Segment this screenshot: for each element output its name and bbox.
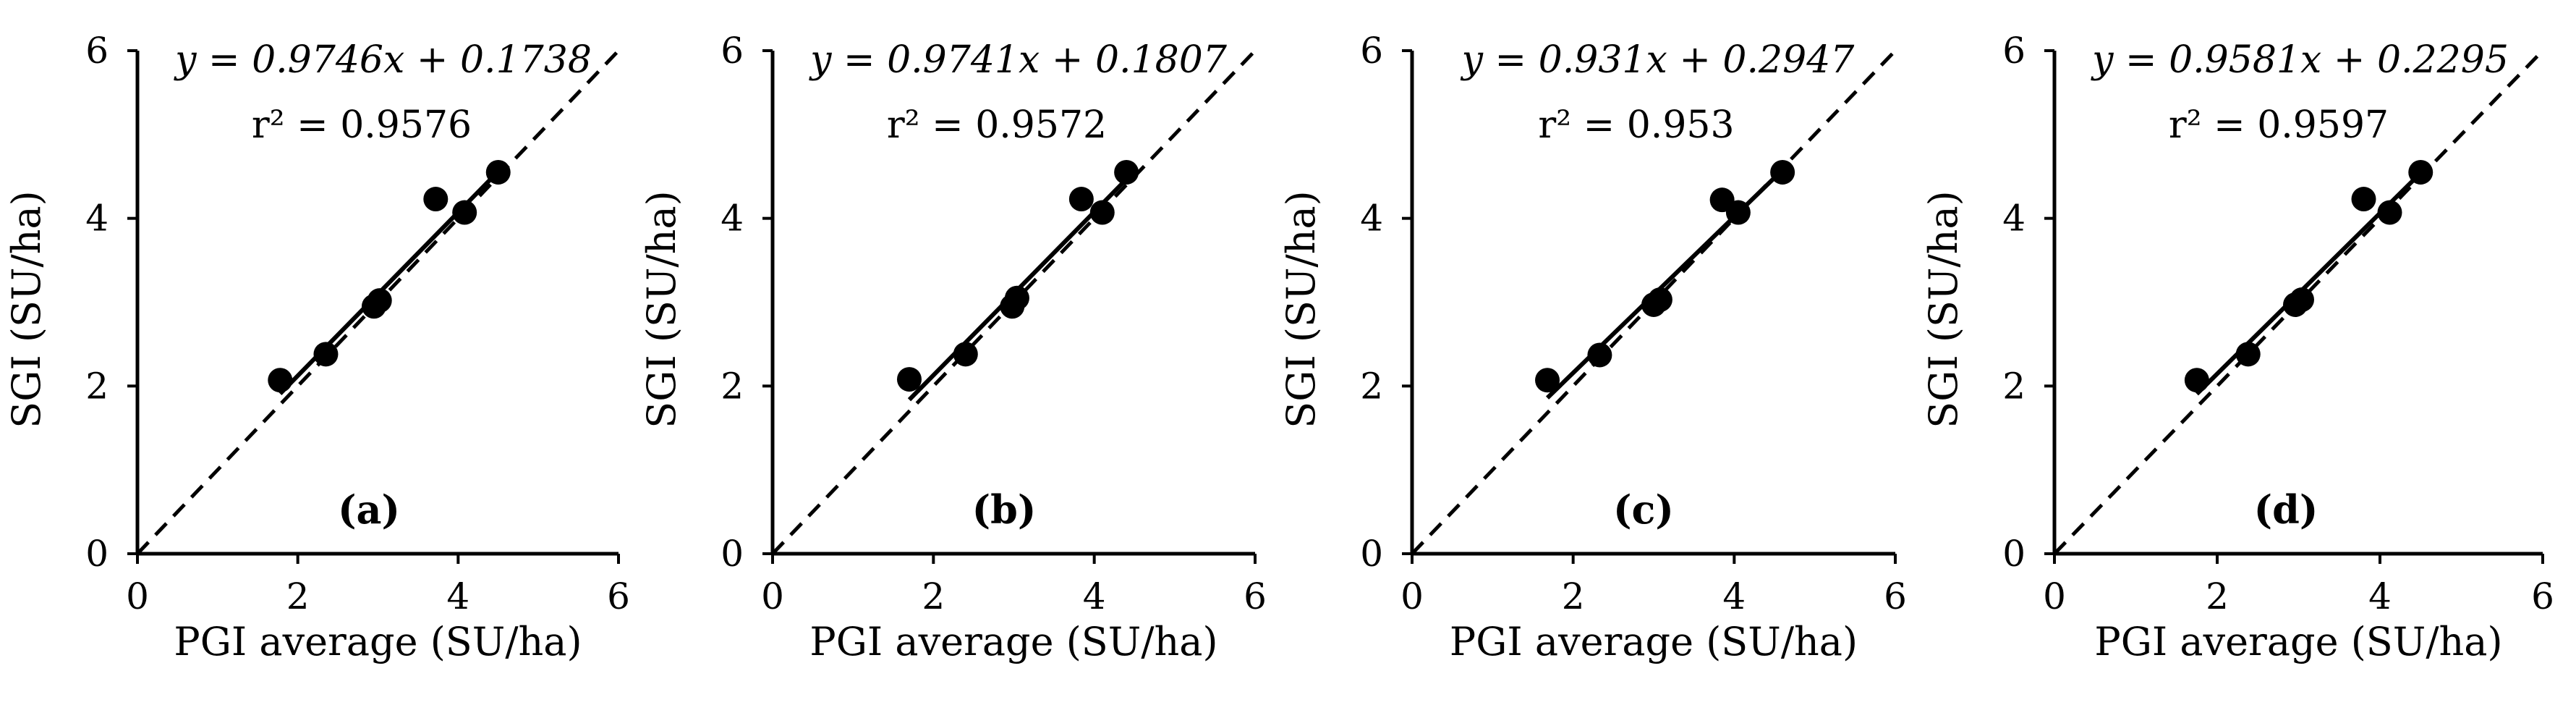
y-tick-label: 4: [85, 198, 109, 240]
r-squared: r² = 0.9576: [252, 104, 472, 147]
y-tick-label: 6: [2002, 30, 2025, 72]
data-point: [1089, 200, 1115, 225]
panel-a: 0 2 4 6 0 2 4 6 PGI average (SU/ha) SGI (SU/ha) y …: [4, 30, 630, 664]
y-tick-label: 2: [2002, 365, 2025, 407]
panel-b: 0 2 4 6 0 2 4 6 PGI average (SU/ha) SGI (SU/ha) y …: [639, 30, 1267, 664]
y-tick-label: 0: [2002, 533, 2025, 575]
regression-equation: y = 0.9741x + 0.1807: [809, 38, 1228, 82]
x-tick-label: 2: [1562, 575, 1585, 617]
regression-equation: y = 0.9581x + 0.2295: [2091, 38, 2509, 82]
y-tick-label: 4: [1360, 198, 1383, 240]
x-axis-label: PGI average (SU/ha): [2094, 619, 2502, 664]
data-point: [423, 187, 449, 212]
x-tick-label: 0: [1400, 575, 1424, 617]
data-point: [2184, 368, 2209, 393]
data-point: [452, 200, 477, 225]
y-axis-label: SGI (SU/ha): [1278, 190, 1324, 428]
r-squared: r² = 0.953: [1538, 104, 1734, 147]
y-tick-label: 0: [720, 533, 744, 575]
x-tick-label: 0: [2043, 575, 2066, 617]
data-point: [268, 368, 293, 393]
x-axis-label: PGI average (SU/ha): [1450, 619, 1858, 664]
r-squared: r² = 0.9597: [2169, 104, 2389, 147]
data-point: [953, 342, 978, 367]
y-axis-label: SGI (SU/ha): [4, 190, 49, 428]
panel-letter: (a): [338, 486, 400, 533]
r-squared: r² = 0.9572: [887, 104, 1107, 147]
data-point: [1725, 200, 1751, 225]
y-tick-label: 2: [85, 365, 109, 407]
panel-letter: (d): [2254, 486, 2318, 533]
y-tick-label: 6: [85, 30, 109, 72]
x-axis-label: PGI average (SU/ha): [174, 619, 582, 664]
y-axis-label: SGI (SU/ha): [1921, 190, 1966, 428]
x-tick-label: 6: [2531, 575, 2554, 617]
data-point: [313, 342, 339, 367]
x-tick-label: 6: [1884, 575, 1907, 617]
data-point: [1770, 159, 1795, 185]
panel-letter: (c): [1613, 486, 1674, 533]
y-tick-label: 4: [720, 198, 744, 240]
data-point: [2351, 187, 2376, 212]
x-tick-label: 6: [1244, 575, 1267, 617]
data-point: [367, 288, 392, 313]
data-point: [2235, 342, 2261, 367]
data-point: [1535, 368, 1560, 393]
data-point: [1587, 342, 1612, 368]
data-point: [1114, 159, 1139, 185]
x-tick-label: 4: [446, 575, 469, 617]
y-tick-label: 0: [85, 533, 109, 575]
data-point: [2408, 159, 2433, 185]
y-tick-label: 0: [1360, 533, 1383, 575]
data-point: [1647, 287, 1672, 313]
regression-equation: y = 0.9746x + 0.1738: [174, 38, 592, 82]
y-tick-label: 4: [2002, 198, 2025, 240]
x-tick-label: 4: [2368, 575, 2392, 617]
data-point: [1068, 187, 1094, 212]
x-tick-label: 6: [607, 575, 630, 617]
panel-letter: (b): [972, 486, 1037, 533]
y-tick-label: 2: [1360, 365, 1383, 407]
data-point: [2290, 287, 2314, 313]
x-tick-label: 2: [2206, 575, 2229, 617]
data-point: [896, 367, 922, 392]
data-point: [1004, 285, 1029, 311]
data-point: [485, 159, 511, 185]
x-tick-label: 4: [1722, 575, 1746, 617]
panel-c: 0 2 4 6 0 2 4 6 PGI average (SU/ha) SGI (SU/ha) y …: [1278, 30, 1907, 664]
x-axis-label: PGI average (SU/ha): [809, 619, 1217, 664]
x-tick-label: 2: [922, 575, 945, 617]
x-tick-label: 2: [286, 575, 310, 617]
y-axis-label: SGI (SU/ha): [639, 190, 684, 428]
x-tick-label: 0: [761, 575, 784, 617]
data-point: [2377, 200, 2402, 225]
y-tick-label: 2: [720, 365, 744, 407]
x-tick-label: 0: [126, 575, 149, 617]
y-tick-label: 6: [1360, 30, 1383, 72]
regression-equation: y = 0.931x + 0.2947: [1461, 38, 1856, 82]
y-tick-label: 6: [720, 30, 744, 72]
x-tick-label: 4: [1083, 575, 1106, 617]
panel-d: 0 2 4 6 0 2 4 6 PGI average (SU/ha) SGI (SU/ha) y …: [1921, 30, 2554, 664]
